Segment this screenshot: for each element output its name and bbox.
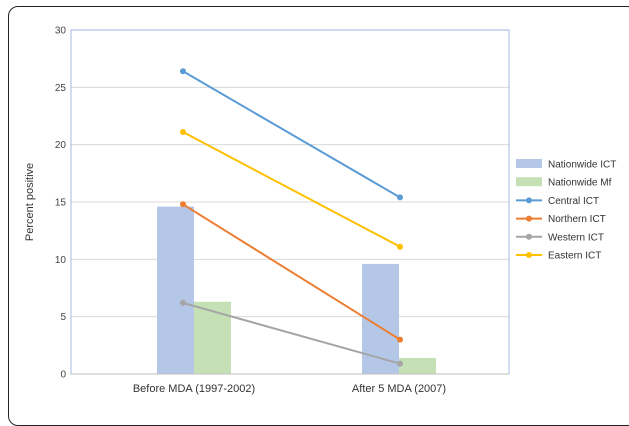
y-tick-label: 25 bbox=[55, 83, 67, 94]
y-tick-label: 5 bbox=[60, 312, 66, 323]
bar-nationwide-ict bbox=[157, 206, 194, 374]
y-axis-title: Percent positive bbox=[24, 163, 36, 241]
legend: Nationwide ICT Nationwide Mf Central ICT No… bbox=[516, 159, 616, 262]
grid bbox=[71, 29, 509, 318]
lines bbox=[180, 68, 403, 367]
legend-marker bbox=[526, 215, 532, 222]
legend-swatch bbox=[516, 159, 542, 168]
legend-label: Nationwide ICT bbox=[548, 160, 616, 171]
line-northern-ict bbox=[182, 203, 401, 341]
line-eastern-ict bbox=[182, 131, 401, 248]
legend-label: Eastern ICT bbox=[548, 251, 601, 262]
bar-nationwide-mf bbox=[399, 357, 436, 374]
y-tick-label: 20 bbox=[55, 140, 67, 151]
y-tick-label: 30 bbox=[55, 26, 67, 37]
legend-label: Nationwide Mf bbox=[548, 178, 612, 189]
bars bbox=[157, 206, 436, 374]
legend-marker bbox=[526, 252, 532, 258]
point-northern-ict bbox=[397, 336, 403, 343]
point-eastern-ict bbox=[397, 243, 403, 250]
line-central-ict bbox=[182, 70, 401, 199]
legend-marker bbox=[526, 233, 532, 240]
point-central-ict bbox=[180, 68, 186, 75]
point-northern-ict bbox=[180, 201, 186, 208]
bar-nationwide-mf bbox=[194, 301, 231, 374]
x-category-label: After 5 MDA (2007) bbox=[352, 383, 446, 395]
point-western-ict bbox=[180, 299, 186, 306]
chart: 0 5 10 15 20 25 30 Before MDA (1997-2002) After … bbox=[24, 26, 616, 396]
legend-label: Northern ICT bbox=[548, 214, 606, 225]
legend-marker bbox=[526, 197, 532, 204]
point-western-ict bbox=[397, 360, 403, 367]
legend-label: Western ICT bbox=[548, 232, 604, 243]
point-eastern-ict bbox=[180, 129, 186, 136]
x-category-label: Before MDA (1997-2002) bbox=[133, 383, 255, 395]
axes: 0 5 10 15 20 25 30 Before MDA (1997-2002) After … bbox=[24, 26, 510, 395]
legend-swatch bbox=[516, 177, 542, 187]
line-western-ict bbox=[182, 301, 401, 365]
point-central-ict bbox=[397, 194, 403, 201]
y-tick-label: 0 bbox=[60, 370, 66, 381]
legend-label: Central ICT bbox=[548, 196, 599, 207]
y-tick-label: 15 bbox=[55, 198, 67, 209]
y-tick-label: 10 bbox=[55, 255, 67, 266]
